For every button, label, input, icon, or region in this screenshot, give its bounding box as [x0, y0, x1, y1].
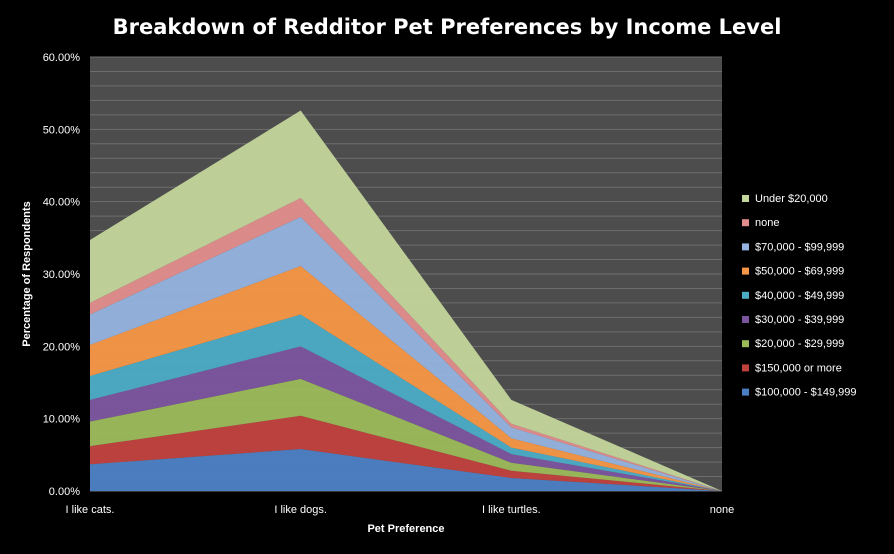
legend-swatch	[742, 267, 749, 275]
legend-swatch	[742, 219, 749, 227]
legend-label: $40,000 - $49,999	[755, 290, 844, 302]
y-tick-label: 0.00%	[49, 486, 80, 498]
chart-title: Breakdown of Redditor Pet Preferences by…	[113, 15, 782, 39]
area-series-6	[90, 216, 722, 491]
legend-label: $100,000 - $149,999	[755, 387, 857, 399]
y-tick-label: 40.00%	[43, 197, 81, 209]
area-series-5	[90, 266, 722, 491]
area-series	[90, 110, 722, 492]
legend-swatch	[742, 388, 749, 396]
x-axis-label: Pet Preference	[367, 523, 444, 535]
y-axis-ticks: 0.00% 10.00% 20.00% 30.00% 40.00% 50.00% 60.00…	[43, 52, 81, 498]
legend-swatch	[742, 243, 749, 251]
y-axis-label: Percentage of Respondents	[21, 201, 33, 346]
x-tick-label: I like cats.	[66, 504, 115, 516]
legend-label: $20,000 - $29,999	[755, 338, 844, 350]
x-tick-label: none	[710, 504, 734, 516]
legend-swatch	[742, 195, 749, 202]
legend: Under $20,000 none $70,000 - $99,999 $50,00…	[742, 193, 857, 399]
area-series-1	[90, 415, 722, 491]
area-series-8	[90, 110, 722, 491]
area-series-0	[90, 449, 722, 491]
y-tick-label: 60.00%	[43, 52, 81, 64]
x-tick-label: I like dogs.	[274, 504, 327, 516]
area-series-2	[90, 378, 722, 491]
legend-label: $70,000 - $99,999	[755, 241, 844, 253]
x-axis-ticks: I like cats. I like dogs. I like turtles. n…	[66, 504, 735, 516]
legend-label: $150,000 or more	[755, 362, 842, 374]
legend-swatch	[742, 364, 749, 372]
y-tick-label: 20.00%	[43, 341, 81, 353]
y-tick-label: 50.00%	[43, 124, 81, 136]
legend-swatch	[742, 340, 749, 348]
y-tick-label: 30.00%	[43, 269, 81, 281]
area-series-4	[90, 314, 722, 491]
area-series-3	[90, 346, 722, 491]
legend-label: $50,000 - $69,999	[755, 266, 844, 278]
y-tick-label: 10.00%	[43, 414, 81, 426]
legend-swatch	[742, 291, 749, 299]
legend-label: $30,000 - $39,999	[755, 314, 844, 326]
x-tick-label: I like turtles.	[482, 504, 541, 516]
legend-swatch	[742, 316, 749, 323]
legend-label: Under $20,000	[755, 193, 828, 205]
legend-label: none	[755, 217, 779, 229]
